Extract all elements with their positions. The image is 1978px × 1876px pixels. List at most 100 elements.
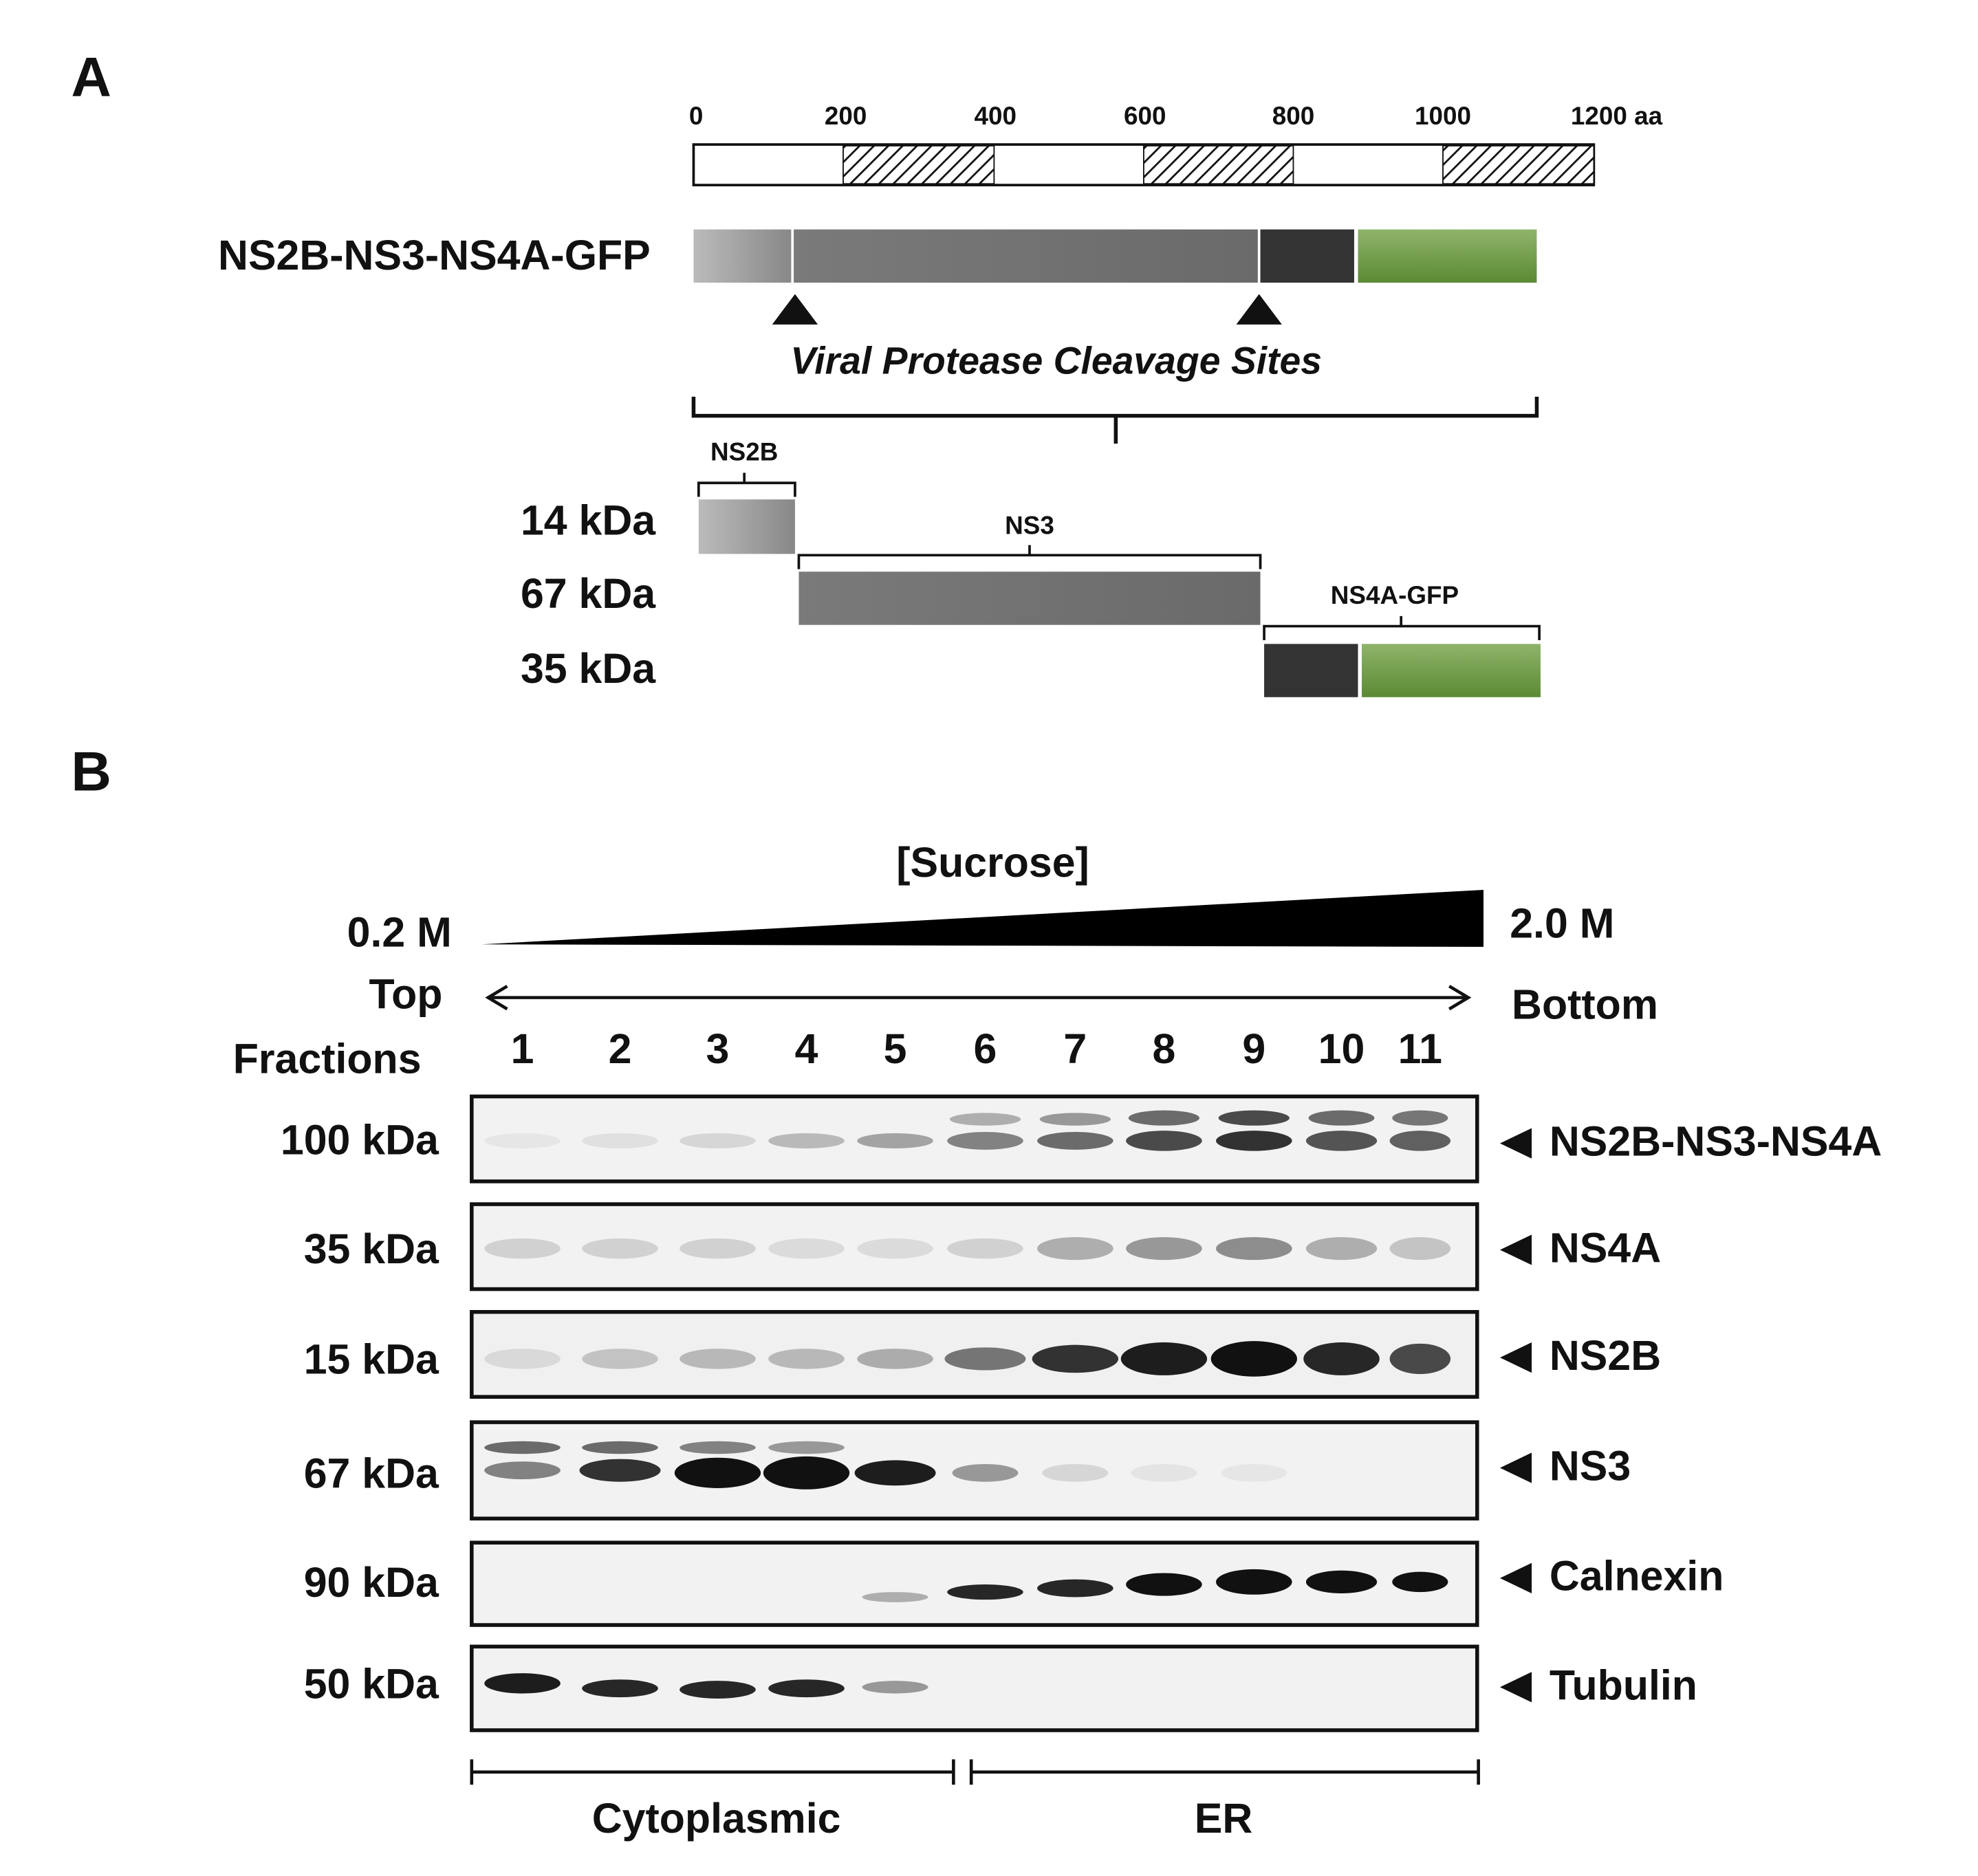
brace — [691, 396, 1539, 444]
pointer — [1499, 1234, 1532, 1265]
band — [857, 1133, 933, 1148]
low-label: 0.2 M — [347, 908, 452, 955]
scale-tick: 1000 — [1415, 102, 1471, 130]
band — [862, 1681, 928, 1694]
scale-tick: 800 — [1272, 102, 1315, 130]
band — [1216, 1131, 1292, 1151]
band — [1126, 1237, 1202, 1261]
band — [1308, 1110, 1375, 1126]
band — [1216, 1237, 1292, 1261]
blot-name: NS2B-NS3-NS4A — [1550, 1118, 1882, 1165]
fraction-number: 9 — [1242, 1025, 1265, 1072]
band — [857, 1349, 933, 1369]
band — [952, 1463, 1019, 1482]
band — [1221, 1463, 1287, 1482]
band — [1218, 1110, 1290, 1126]
ns3-fragment — [798, 571, 1261, 625]
panel-a: A 0 200 400 600 800 1000 1200 aa NS2B-NS… — [71, 46, 1663, 697]
bracket — [1263, 615, 1541, 640]
band — [949, 1113, 1021, 1126]
pointer — [1499, 1452, 1532, 1483]
scale-segment — [1142, 145, 1294, 185]
scale-tick: 600 — [1124, 102, 1166, 130]
band — [484, 1133, 561, 1148]
band — [680, 1681, 756, 1699]
fraction-number: 3 — [706, 1025, 730, 1072]
band — [582, 1679, 658, 1698]
cleavage-arrow — [1236, 294, 1282, 325]
ns4a-fragment — [1264, 644, 1358, 697]
fraction-numbers: 1 2 3 4 5 6 7 8 9 10 11 — [511, 1025, 1442, 1072]
band — [1305, 1237, 1378, 1261]
ns3-block — [794, 229, 1258, 283]
band — [579, 1459, 661, 1482]
ns2b-fragment — [698, 499, 795, 554]
band — [680, 1349, 756, 1369]
fractions-label: Fractions — [233, 1036, 422, 1082]
top-label: Top — [369, 971, 442, 1018]
band — [1303, 1342, 1380, 1375]
band — [947, 1238, 1023, 1259]
band — [854, 1460, 936, 1486]
panel-b: B [Sucrose] 0.2 M 2.0 M Top Bottom Fract… — [71, 741, 1882, 1841]
group-bracket — [470, 1759, 1480, 1785]
band — [1037, 1579, 1113, 1597]
band — [1392, 1571, 1448, 1593]
band — [1037, 1132, 1113, 1150]
band — [582, 1133, 658, 1148]
bracket — [797, 545, 1262, 569]
fraction-number: 7 — [1063, 1025, 1087, 1072]
pointer — [1499, 1342, 1532, 1373]
direction-arrow — [485, 985, 1472, 1011]
band — [1389, 1237, 1451, 1261]
bands — [484, 1110, 1451, 1699]
band — [674, 1457, 761, 1488]
gradient-label: [Sucrose] — [896, 839, 1089, 886]
band — [1210, 1341, 1297, 1377]
band — [1389, 1131, 1451, 1151]
blot-name: NS4A — [1550, 1224, 1661, 1271]
scale-segment — [1442, 145, 1595, 185]
panel-label: A — [71, 46, 111, 108]
gfp-block — [1358, 229, 1537, 283]
cleavage-arrow — [772, 294, 818, 325]
band — [484, 1349, 561, 1369]
blot-size: 100 kDa — [281, 1117, 439, 1164]
fraction-number: 1 — [511, 1025, 534, 1072]
fraction-number: 10 — [1318, 1025, 1365, 1072]
band — [582, 1441, 658, 1454]
band — [768, 1238, 845, 1259]
band — [944, 1347, 1026, 1371]
gradient-wedge — [481, 889, 1484, 947]
band — [1392, 1110, 1448, 1126]
band — [947, 1584, 1023, 1600]
ns4a-block — [1260, 229, 1354, 283]
panel-label: B — [71, 741, 111, 803]
scale-tick: 0 — [689, 102, 704, 130]
pointer — [1499, 1128, 1532, 1159]
fragment-name: NS4A-GFP — [1331, 581, 1459, 609]
cleavage-label: Viral Protease Cleavage Sites — [790, 340, 1322, 382]
band — [947, 1132, 1023, 1150]
bottom-label: Bottom — [1512, 981, 1658, 1027]
band — [484, 1441, 561, 1454]
fraction-number: 6 — [974, 1025, 997, 1072]
fragment-name: NS2B — [710, 438, 778, 466]
group-label: ER — [1195, 1795, 1253, 1842]
pointer — [1499, 1672, 1532, 1703]
band — [1126, 1573, 1202, 1596]
fragment-size: 67 kDa — [521, 570, 656, 617]
blot-name: Calnexin — [1550, 1553, 1724, 1600]
scale-tick: 400 — [974, 102, 1017, 130]
fraction-number: 11 — [1398, 1025, 1442, 1072]
fragment-size: 14 kDa — [521, 497, 656, 543]
band — [768, 1679, 845, 1698]
band — [862, 1592, 928, 1602]
bracket — [697, 472, 796, 497]
blot-size: 90 kDa — [304, 1559, 439, 1606]
band — [1216, 1569, 1292, 1595]
blot-size: 50 kDa — [304, 1660, 439, 1707]
band — [1389, 1343, 1451, 1375]
blot-size: 15 kDa — [304, 1336, 439, 1383]
